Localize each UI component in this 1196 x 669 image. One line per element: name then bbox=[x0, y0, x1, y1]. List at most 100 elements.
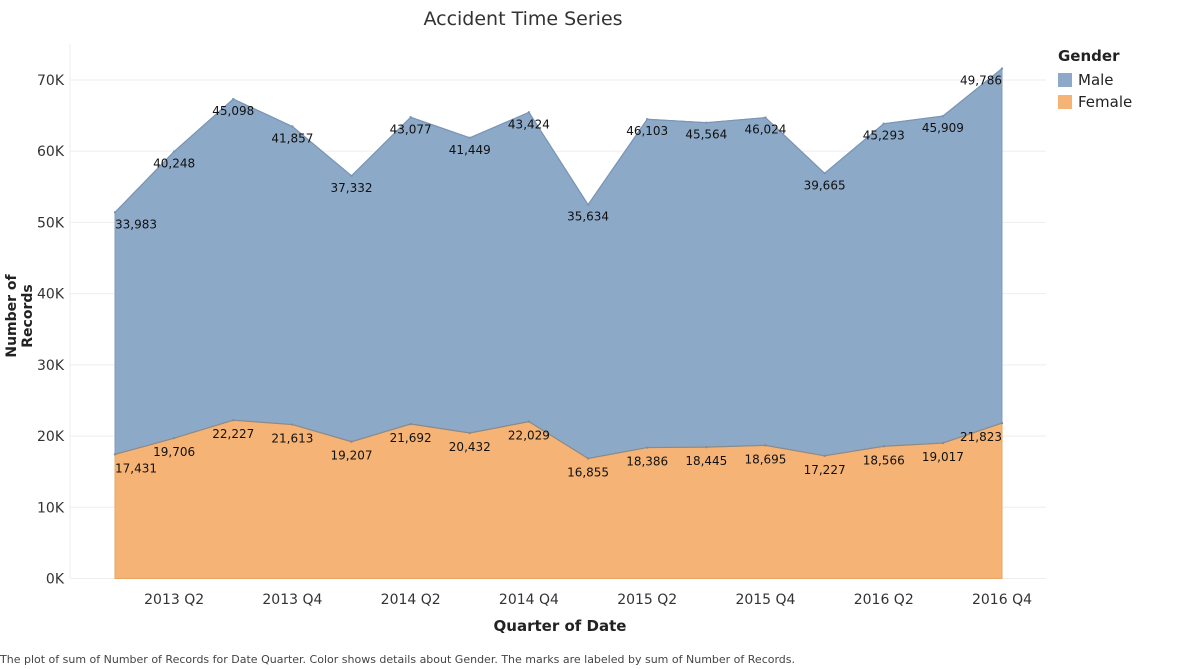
point-male bbox=[823, 172, 826, 175]
chart-caption: The plot of sum of Number of Records for… bbox=[0, 653, 796, 666]
x-tick-labels: 2013 Q2 2013 Q4 2014 Q2 2014 Q4 2015 Q2 2015 … bbox=[144, 592, 1032, 608]
x-axis-title: Quarter of Date bbox=[493, 617, 627, 635]
chart-title: Accident Time Series bbox=[423, 8, 623, 30]
point-female bbox=[1000, 421, 1004, 425]
x-tick-label: 2013 Q4 bbox=[262, 592, 322, 608]
y-tick-label: 50K bbox=[37, 215, 65, 231]
data-label-male: 40,248 bbox=[153, 157, 195, 171]
point-male bbox=[232, 97, 235, 101]
point-female bbox=[586, 457, 590, 460]
data-label-male: 41,857 bbox=[271, 132, 313, 146]
data-label-female: 19,706 bbox=[153, 445, 195, 459]
x-tick-label: 2016 Q4 bbox=[972, 592, 1032, 608]
point-male bbox=[172, 150, 176, 153]
data-label-male: 37,332 bbox=[331, 181, 373, 195]
point-female bbox=[882, 445, 885, 448]
data-label-male: 43,424 bbox=[508, 117, 550, 131]
point-male bbox=[409, 116, 412, 119]
data-label-male: 39,665 bbox=[804, 178, 846, 192]
point-male bbox=[291, 125, 294, 128]
data-label-female: 21,692 bbox=[390, 431, 432, 445]
point-female bbox=[941, 441, 945, 445]
data-label-female: 17,227 bbox=[804, 463, 846, 477]
data-label-male: 33,983 bbox=[115, 217, 157, 231]
data-label-female: 21,613 bbox=[271, 432, 313, 446]
data-label-male: 43,077 bbox=[390, 122, 432, 136]
point-male bbox=[705, 121, 708, 124]
point-male bbox=[350, 174, 353, 178]
data-label-female: 18,445 bbox=[685, 454, 727, 468]
data-label-male: 35,634 bbox=[567, 210, 609, 224]
line-female bbox=[114, 419, 1003, 460]
data-label-female: 22,029 bbox=[508, 429, 550, 443]
line-male bbox=[114, 68, 1003, 213]
point-female bbox=[291, 423, 294, 426]
point-female bbox=[409, 422, 412, 426]
point-male bbox=[1000, 67, 1004, 70]
point-male bbox=[586, 203, 590, 206]
point-female bbox=[350, 440, 353, 443]
legend: Gender Male Female bbox=[1058, 47, 1132, 113]
x-tick-label: 2013 Q2 bbox=[144, 592, 204, 608]
data-label-female: 22,227 bbox=[212, 427, 254, 441]
legend-label-male: Male bbox=[1078, 71, 1114, 89]
legend-swatch-male bbox=[1058, 73, 1072, 87]
point-female bbox=[468, 431, 471, 435]
point-male bbox=[941, 114, 945, 118]
area-male bbox=[114, 67, 1003, 459]
point-male bbox=[468, 136, 471, 140]
y-tick-label: 60K bbox=[37, 144, 65, 160]
y-tick-label: 70K bbox=[37, 73, 65, 89]
point-female bbox=[113, 453, 117, 456]
x-tick-label: 2014 Q4 bbox=[499, 592, 559, 608]
point-male bbox=[113, 211, 117, 214]
y-axis-title: Number of Records bbox=[4, 274, 36, 358]
y-tick-label: 30K bbox=[37, 358, 65, 374]
legend-item-male[interactable]: Male bbox=[1058, 69, 1132, 91]
point-male bbox=[764, 116, 767, 119]
data-label-female: 19,207 bbox=[331, 449, 373, 463]
point-female bbox=[232, 419, 235, 422]
point-female bbox=[823, 454, 826, 458]
legend-item-female[interactable]: Female bbox=[1058, 91, 1132, 113]
point-male bbox=[882, 122, 885, 125]
data-label-male: 45,564 bbox=[685, 128, 727, 142]
y-tick-label: 40K bbox=[37, 287, 65, 303]
data-label-male: 45,293 bbox=[863, 129, 905, 143]
data-labels: 17,431 19,706 22,227 21,613 19,207 21,692 20,4… bbox=[115, 74, 1002, 480]
data-label-male: 46,024 bbox=[744, 123, 786, 137]
point-female bbox=[705, 445, 708, 449]
data-label-female: 19,017 bbox=[922, 450, 964, 464]
x-tick-label: 2015 Q2 bbox=[617, 592, 677, 608]
data-label-male: 41,449 bbox=[449, 143, 491, 157]
y-tick-label: 10K bbox=[37, 500, 65, 516]
legend-label-female: Female bbox=[1078, 93, 1133, 111]
data-label-female: 18,566 bbox=[863, 453, 905, 467]
point-female bbox=[646, 446, 649, 449]
data-label-female: 17,431 bbox=[115, 461, 157, 475]
data-label-male: 49,786 bbox=[960, 74, 1002, 88]
area-layer bbox=[113, 67, 1004, 579]
point-female bbox=[172, 436, 176, 440]
point-female bbox=[764, 444, 767, 447]
point-male bbox=[646, 118, 649, 121]
y-tick-label: 20K bbox=[37, 429, 65, 445]
x-tick-label: 2016 Q2 bbox=[854, 592, 914, 608]
y-tick-label: 0K bbox=[46, 572, 65, 588]
point-female bbox=[527, 420, 531, 423]
x-tick-label: 2015 Q4 bbox=[735, 592, 795, 608]
data-label-male: 45,098 bbox=[212, 104, 254, 118]
data-label-female: 18,695 bbox=[744, 452, 786, 466]
legend-title: Gender bbox=[1058, 47, 1120, 65]
data-label-female: 20,432 bbox=[449, 440, 491, 454]
legend-swatch-female bbox=[1058, 95, 1072, 109]
data-label-male: 46,103 bbox=[626, 124, 668, 138]
point-male bbox=[527, 111, 531, 114]
y-tick-labels: 0K 10K 20K 30K 40K 50K 60K 70K bbox=[37, 73, 65, 588]
data-label-female: 18,386 bbox=[626, 455, 668, 469]
data-label-female: 21,823 bbox=[960, 430, 1002, 444]
data-label-female: 16,855 bbox=[567, 465, 609, 479]
data-label-male: 45,909 bbox=[922, 121, 964, 135]
x-tick-label: 2014 Q2 bbox=[381, 592, 441, 608]
